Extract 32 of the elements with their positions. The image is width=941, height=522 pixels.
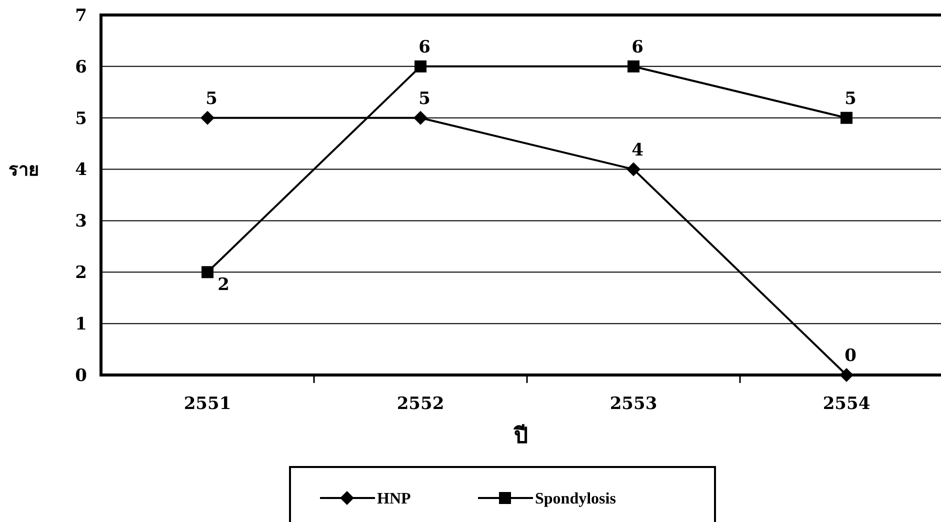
legend-label: Spondylosis	[535, 490, 616, 508]
data-label: 4	[632, 140, 644, 160]
x-tick-label: 2553	[610, 394, 658, 414]
data-label: 5	[206, 88, 218, 109]
point	[626, 162, 640, 176]
x-tick-label: 2552	[396, 394, 444, 414]
point	[840, 112, 852, 124]
x-tick-label: 2551	[184, 394, 232, 414]
y-tick-label: 6	[75, 57, 87, 78]
y-tick-label: 5	[75, 108, 87, 129]
data-label: 0	[844, 346, 857, 366]
data-label: 2	[218, 275, 230, 296]
data-label: 6	[632, 37, 644, 58]
y-tick-label: 2	[75, 263, 87, 284]
data-label: 5	[844, 88, 856, 109]
y-tick-label: 0	[75, 366, 88, 386]
y-tick-label: 3	[75, 212, 87, 232]
data-label: 5	[418, 88, 430, 109]
data-label: 6	[418, 37, 430, 58]
y-tick-label: 7	[75, 6, 87, 26]
y-axis-title: ราย	[8, 160, 40, 181]
point	[200, 110, 214, 125]
x-axis-title: ปี	[513, 423, 528, 449]
point	[414, 110, 428, 125]
legend-label: HNP	[377, 490, 411, 508]
point	[628, 60, 640, 72]
x-tick-label: 2554	[822, 394, 870, 414]
y-tick-label: 1	[75, 314, 87, 335]
y-tick-label: 4	[75, 160, 88, 180]
point	[840, 368, 854, 382]
point	[202, 266, 214, 278]
point	[414, 60, 426, 72]
